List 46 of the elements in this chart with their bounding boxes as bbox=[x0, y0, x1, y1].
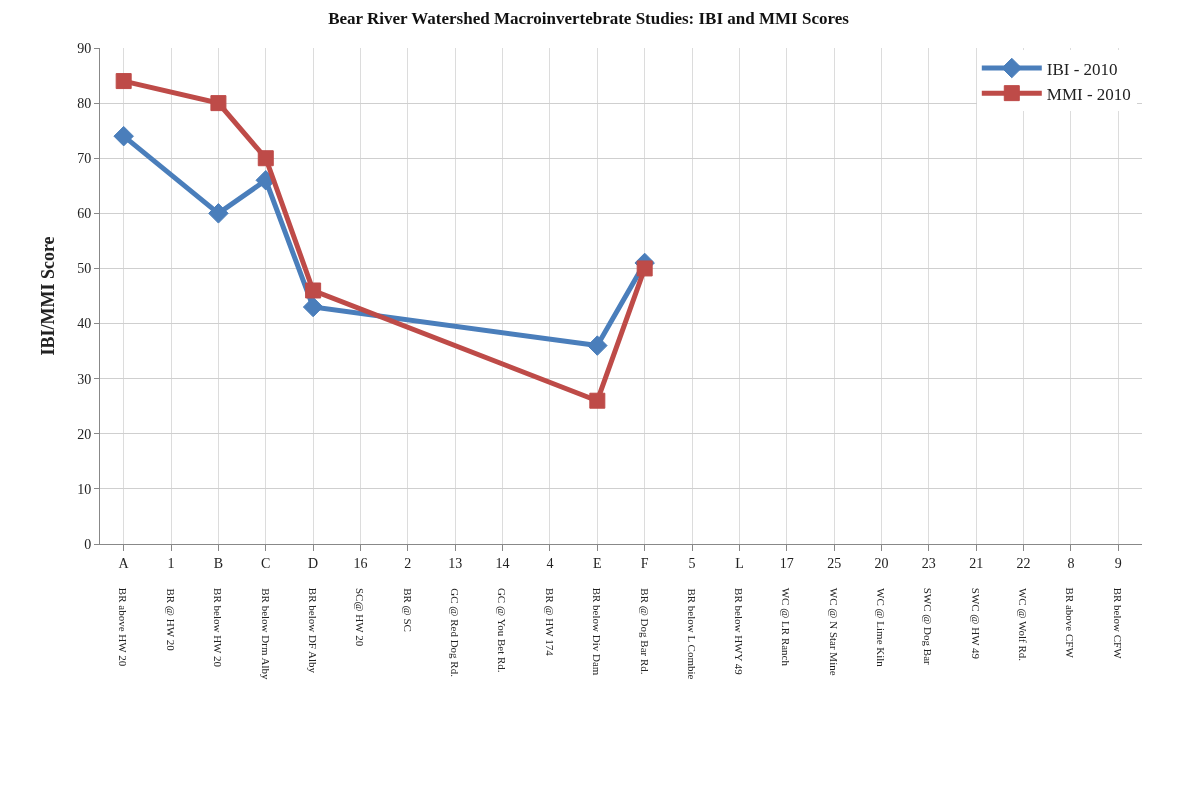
category-label: D BR below DF Alby bbox=[307, 555, 320, 674]
category-label: 16 SC@ HW 20 bbox=[353, 555, 368, 647]
category-label: L BR below HWY 49 bbox=[732, 555, 745, 675]
y-tick-label: 60 bbox=[77, 206, 92, 222]
point bbox=[208, 203, 229, 224]
point bbox=[636, 260, 653, 277]
point bbox=[302, 296, 324, 318]
category-label: E BR below Div Dam bbox=[591, 555, 604, 676]
y-tick-label: 0 bbox=[84, 536, 92, 552]
category-label: 14 GC @ You Bet Rd. bbox=[495, 555, 510, 673]
category-label: 20 WC @ Lime Kiln bbox=[874, 555, 889, 667]
y-tick-label: 70 bbox=[77, 151, 92, 167]
category-label: C BR below Drm Alby bbox=[259, 555, 272, 680]
category-label: 23 SWC @ Dog Bar bbox=[921, 555, 936, 665]
category-label: 4 BR @ HW 174 bbox=[543, 555, 556, 656]
legend-label: IBI - 2010 bbox=[1046, 59, 1118, 79]
y-tick-label: 50 bbox=[77, 261, 92, 277]
y-tick-label: 80 bbox=[77, 96, 92, 112]
chart-title: Bear River Watershed Macroinvertebrate Studies: IBI and MMI Scores bbox=[328, 8, 850, 28]
y-axis-title: IBI/MMI Score bbox=[38, 236, 58, 356]
point bbox=[587, 335, 608, 356]
category-label: 8 BR above CFW bbox=[1064, 555, 1077, 658]
y-tick-label: 90 bbox=[77, 40, 92, 56]
y-tick-label: 10 bbox=[77, 481, 92, 497]
point bbox=[257, 150, 274, 167]
y-tick-label: 20 bbox=[77, 426, 92, 442]
category-label: B BR below HW 20 bbox=[211, 555, 224, 668]
legend-label: MMI - 2010 bbox=[1046, 84, 1131, 104]
y-tick-label: 40 bbox=[77, 316, 92, 332]
category-label: F BR @ Dog Bar Rd. bbox=[638, 555, 651, 675]
point bbox=[210, 95, 227, 112]
category-label: 25 WC @ N Star Mine bbox=[827, 555, 842, 676]
category-label: 13 GC @ Red Dog Rd. bbox=[448, 555, 463, 677]
category-label: 1 BR @ HW 20 bbox=[164, 555, 177, 651]
category-label: 2 BR @ SC bbox=[401, 555, 414, 632]
category-label: A BR above HW 20 bbox=[117, 555, 130, 667]
y-tick-label: 30 bbox=[77, 371, 92, 387]
category-label: 22 WC @ Wolf Rd. bbox=[1016, 555, 1031, 662]
category-label: 21 SWC @ HW 49 bbox=[969, 555, 984, 660]
point bbox=[115, 73, 132, 90]
category-label: 5 BR below L Combie bbox=[685, 555, 698, 680]
point bbox=[589, 392, 606, 409]
category-label: 9 BR below CFW bbox=[1112, 555, 1125, 659]
category-label: 17 WC @ LR Ranch bbox=[779, 555, 794, 666]
point bbox=[113, 125, 134, 147]
point bbox=[305, 282, 322, 299]
